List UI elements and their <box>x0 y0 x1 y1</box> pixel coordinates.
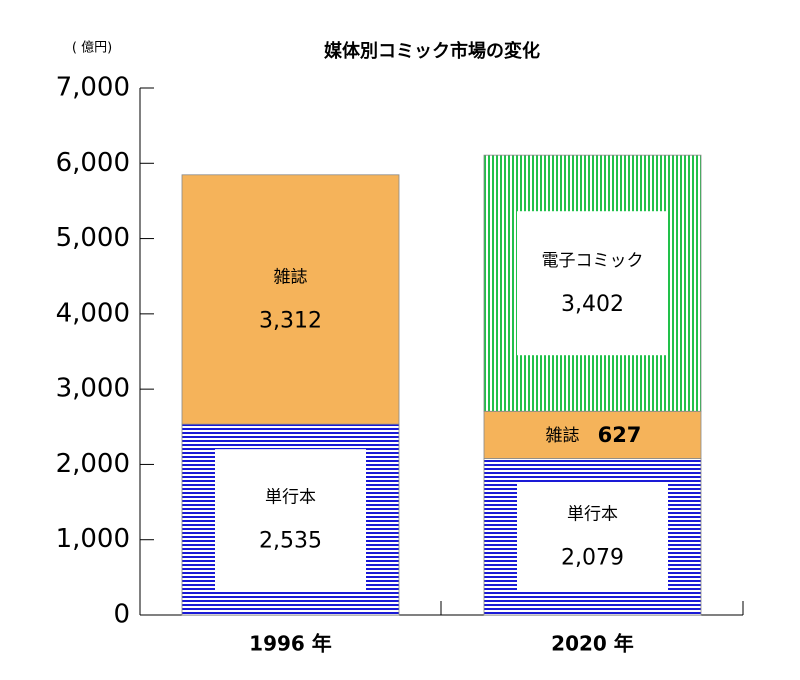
value-label: 3,402 <box>561 292 624 317</box>
value-label: 2,535 <box>259 529 322 554</box>
y-tick-label: 3,000 <box>56 374 130 404</box>
segment-name: 単行本 <box>265 488 316 508</box>
y-tick-label: 7,000 <box>56 73 130 103</box>
chart-title: 媒体別コミック市場の変化 <box>324 40 540 62</box>
y-tick-label: 5,000 <box>56 223 130 253</box>
bar-segment <box>483 410 702 459</box>
x-tick-label: 1996 年 <box>249 632 332 656</box>
y-tick-label: 6,000 <box>56 148 130 178</box>
label-box <box>517 483 668 590</box>
label-box <box>215 449 366 590</box>
segment-name: 雑誌 <box>546 426 580 446</box>
value-label: 627 <box>598 423 642 447</box>
x-tick-label: 2020 年 <box>551 632 634 656</box>
segment-name: 電子コミック <box>542 251 644 271</box>
value-label: 3,312 <box>259 308 322 333</box>
value-label: 2,079 <box>561 546 624 571</box>
unit-label: ( 億円) <box>72 40 112 56</box>
bar-segment <box>181 174 400 425</box>
y-tick-label: 1,000 <box>56 524 130 554</box>
y-tick-label: 4,000 <box>56 298 130 328</box>
segment-name: 単行本 <box>567 505 618 525</box>
label-box <box>517 211 668 356</box>
y-tick-label: 0 <box>113 600 130 630</box>
y-tick-label: 2,000 <box>56 449 130 479</box>
segment-name: 雑誌 <box>274 267 308 287</box>
